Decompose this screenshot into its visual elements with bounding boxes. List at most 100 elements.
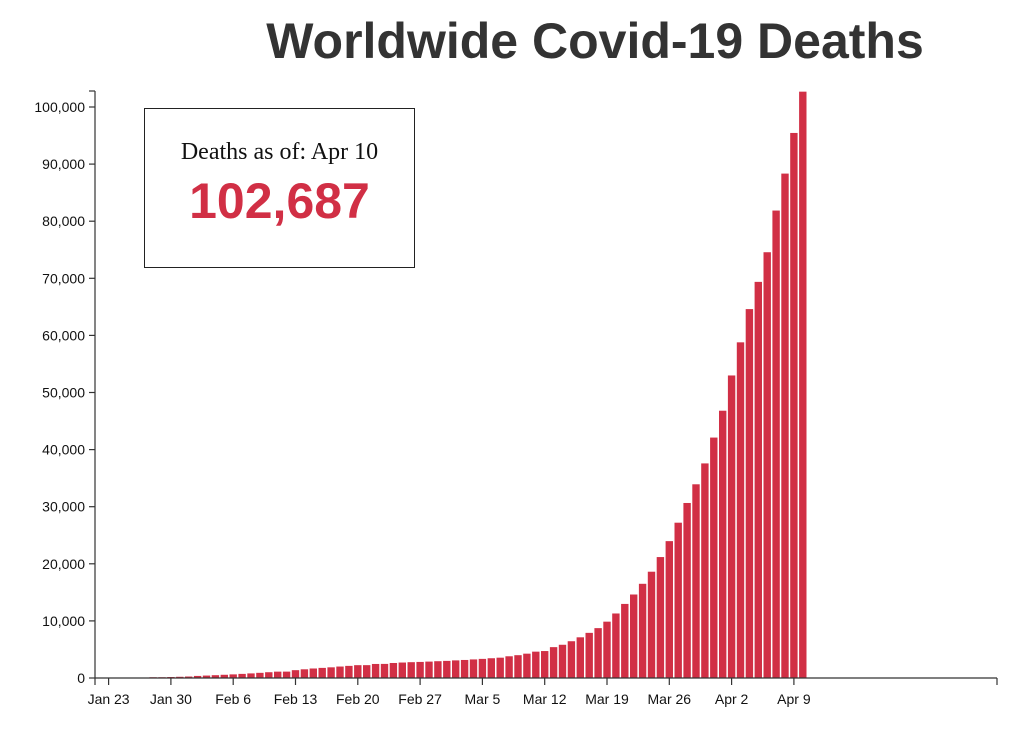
bar-feb-22 <box>371 663 380 678</box>
bar-feb-11 <box>274 671 282 678</box>
bar-apr-7 <box>772 210 780 679</box>
bar-feb-4 <box>211 675 220 678</box>
bar-apr-8 <box>781 173 789 678</box>
bar-feb-13 <box>291 670 300 678</box>
bar-apr-5 <box>754 281 762 678</box>
bar-mar-16 <box>576 637 584 678</box>
bar-mar-24 <box>647 571 656 678</box>
bar-feb-5 <box>220 674 228 678</box>
deaths-date: Apr 10 <box>310 139 379 165</box>
bar-mar-22 <box>630 594 638 678</box>
x-tick-label: Mar 12 <box>523 691 567 707</box>
bar-mar-18 <box>594 628 602 678</box>
bar-mar-12 <box>541 651 549 678</box>
bar-apr-10 <box>799 91 807 678</box>
bar-feb-25 <box>398 662 406 678</box>
bar-mar-23 <box>638 583 647 678</box>
bar-jan-31 <box>176 676 184 678</box>
bar-mar-7 <box>496 657 504 678</box>
bar-feb-12 <box>282 671 291 678</box>
deaths-info-box: Deaths as of: Apr 10 102,687 <box>144 108 415 268</box>
y-tick-label: 40,000 <box>42 442 85 458</box>
y-tick-label: 100,000 <box>34 99 85 115</box>
bars-group <box>96 91 807 679</box>
bar-apr-3 <box>736 342 745 678</box>
y-tick-label: 60,000 <box>42 327 85 343</box>
x-tick-label: Mar 19 <box>585 691 629 707</box>
y-tick-label: 70,000 <box>42 270 85 286</box>
bar-feb-26 <box>407 662 415 678</box>
bar-mar-8 <box>505 656 513 678</box>
bar-feb-24 <box>389 662 398 678</box>
x-tick-label: Feb 6 <box>215 691 251 707</box>
x-tick-label: Feb 13 <box>274 691 318 707</box>
x-tick-label: Feb 20 <box>336 691 380 707</box>
bar-mar-31 <box>710 437 718 678</box>
bar-feb-10 <box>265 672 273 678</box>
bar-feb-7 <box>238 673 246 678</box>
x-tick-label: Apr 2 <box>715 691 749 707</box>
bar-feb-15 <box>309 668 317 678</box>
bar-apr-1 <box>719 410 727 678</box>
bar-mar-10 <box>523 653 531 678</box>
bar-mar-30 <box>701 463 709 678</box>
bar-feb-23 <box>380 663 389 678</box>
x-tick-label: Mar 5 <box>465 691 501 707</box>
bar-feb-8 <box>247 673 255 678</box>
bar-feb-9 <box>256 672 264 678</box>
bar-apr-2 <box>727 375 736 678</box>
bar-feb-18 <box>336 666 344 678</box>
x-tick-label: Jan 23 <box>88 691 130 707</box>
bar-mar-6 <box>487 658 495 678</box>
bar-mar-9 <box>514 655 522 678</box>
bar-mar-19 <box>603 621 611 678</box>
x-tick-label: Jan 30 <box>150 691 192 707</box>
bar-mar-21 <box>621 603 629 678</box>
bar-mar-4 <box>469 659 478 678</box>
bar-feb-17 <box>327 667 335 678</box>
bar-mar-5 <box>478 658 487 678</box>
bar-feb-28 <box>425 661 433 678</box>
bar-mar-25 <box>656 557 665 678</box>
chart-title: Worldwide Covid-19 Deaths <box>266 13 924 69</box>
y-tick-label: 80,000 <box>42 213 85 229</box>
y-tick-label: 20,000 <box>42 556 85 572</box>
bar-feb-6 <box>229 674 237 678</box>
y-tick-label: 30,000 <box>42 499 85 515</box>
y-axis: 0 10,000 20,000 30,000 40,000 50,000 60,000 70,… <box>34 90 96 686</box>
y-tick-label: 90,000 <box>42 156 85 172</box>
y-tick-label: 10,000 <box>42 613 85 629</box>
x-tick-label: Mar 26 <box>648 691 692 707</box>
bar-feb-27 <box>416 661 424 678</box>
bar-mar-1 <box>443 660 451 678</box>
bar-feb-19 <box>345 665 353 678</box>
bar-mar-20 <box>612 613 620 678</box>
bar-feb-29 <box>434 661 442 678</box>
bar-mar-17 <box>585 632 593 678</box>
bar-feb-1 <box>185 676 193 678</box>
bar-mar-13 <box>549 647 558 678</box>
deaths-label-text: Deaths as of: <box>180 139 307 165</box>
bar-mar-26 <box>665 541 673 678</box>
x-axis: Jan 23 Jan 30 Feb 6 Feb 13 Feb 20 Feb 27 Mar 5… <box>88 677 998 707</box>
bar-feb-21 <box>363 665 371 678</box>
bar-feb-2 <box>193 675 202 678</box>
bar-mar-29 <box>692 484 700 678</box>
bar-apr-6 <box>763 252 771 679</box>
y-tick-label: 0 <box>77 670 85 686</box>
bar-feb-3 <box>202 675 211 678</box>
bar-mar-27 <box>674 522 682 678</box>
deaths-total-value: 102,687 <box>189 173 370 229</box>
x-tick-label: Apr 9 <box>777 691 811 707</box>
bar-mar-11 <box>532 651 540 678</box>
bar-apr-9 <box>790 132 798 678</box>
x-tick-label: Feb 27 <box>398 691 442 707</box>
bar-mar-14 <box>558 644 567 678</box>
bar-mar-28 <box>683 502 691 678</box>
deaths-as-of-label: Deaths as of: Apr 10 <box>145 139 414 166</box>
bar-feb-20 <box>354 665 362 678</box>
bar-mar-15 <box>567 641 576 678</box>
y-tick-label: 50,000 <box>42 385 85 401</box>
bar-mar-3 <box>460 659 469 678</box>
